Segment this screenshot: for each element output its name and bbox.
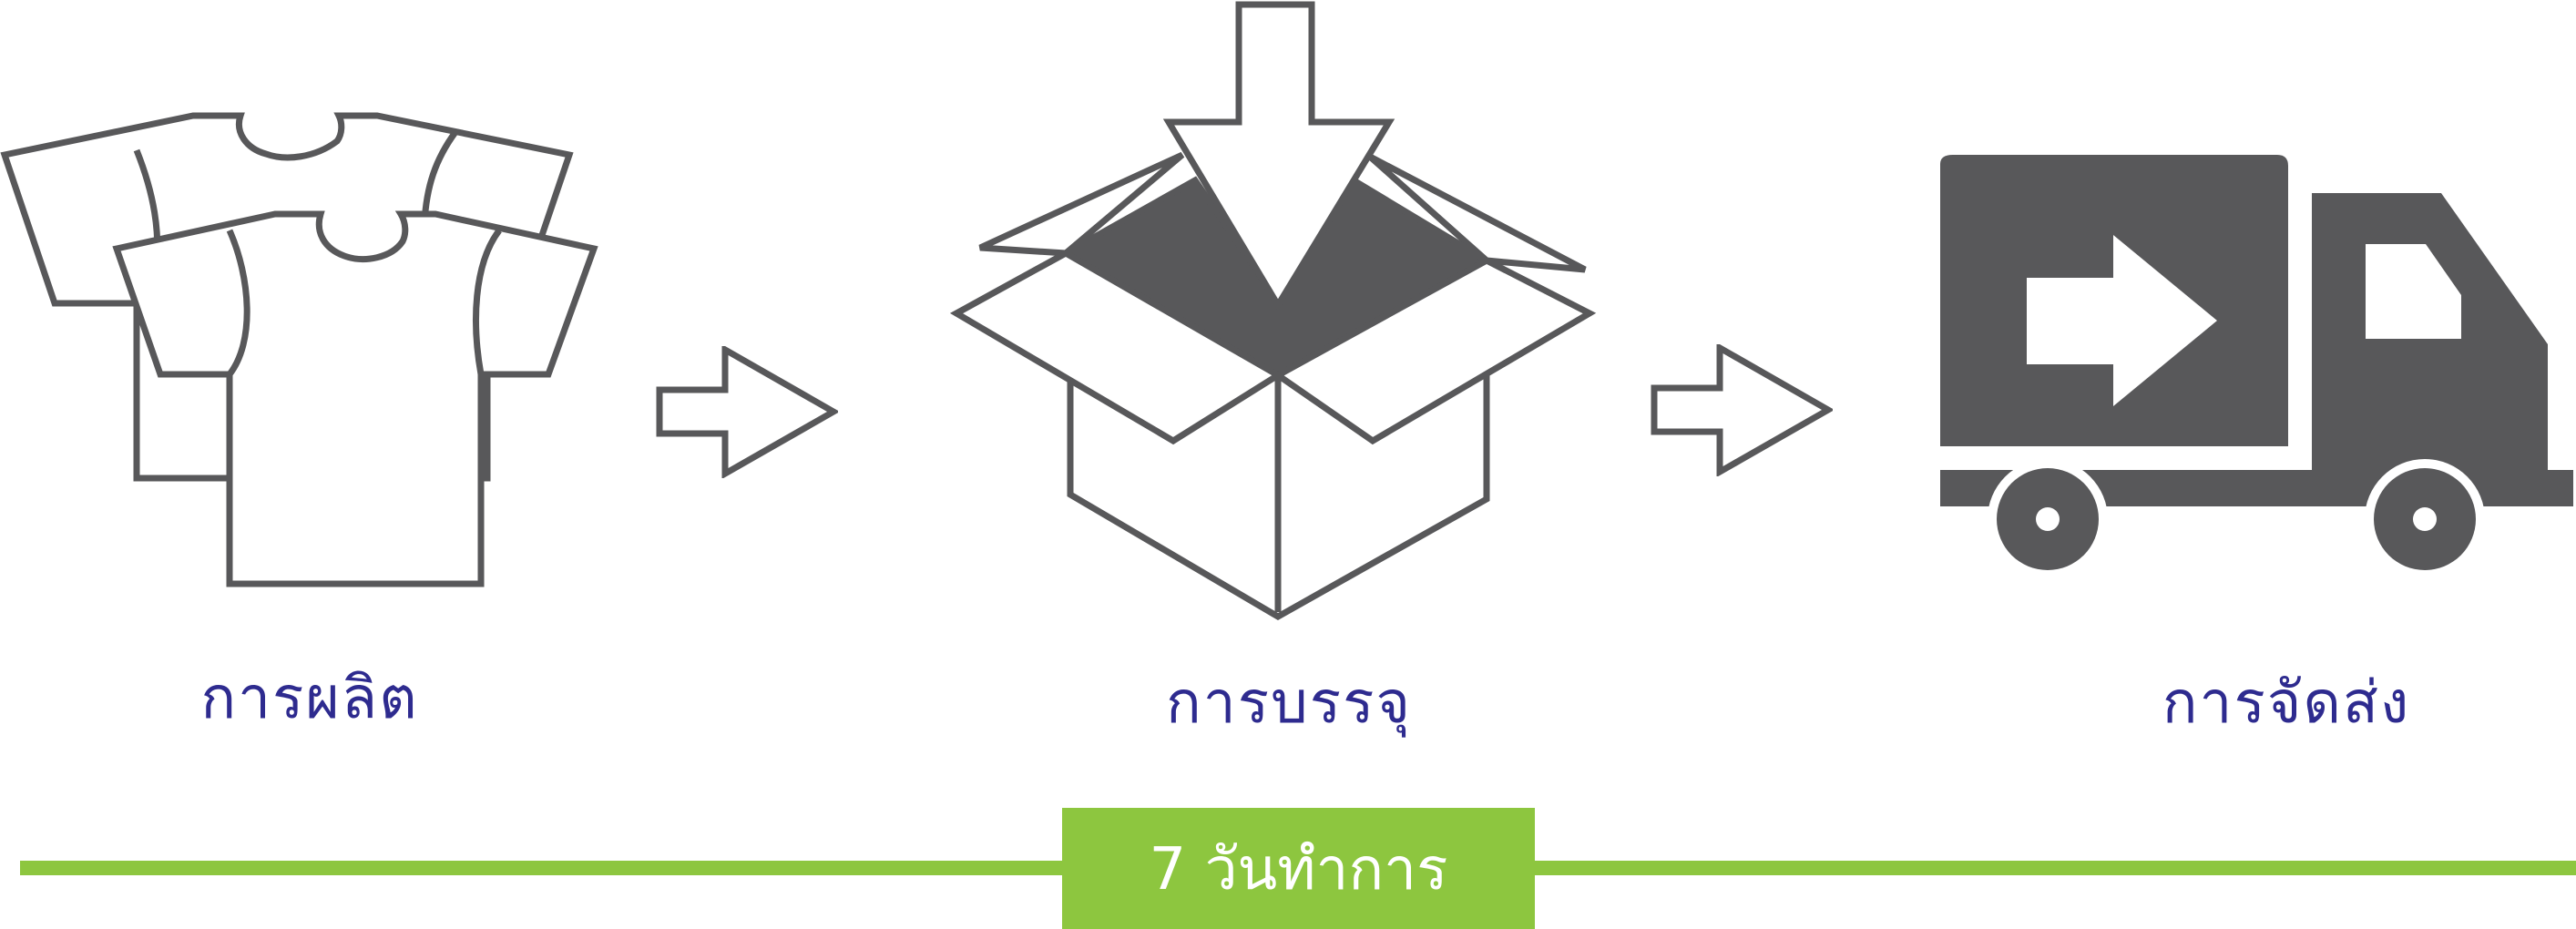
- step-label-production: การผลิต: [200, 665, 419, 732]
- arrow-right-icon: [1651, 344, 1833, 476]
- step-label-packing: การบรรจุ: [1166, 669, 1412, 737]
- duration-badge: 7 วันทำการ: [1062, 808, 1535, 929]
- delivery-truck-icon: [1940, 155, 2573, 579]
- step-label-shipping: การจัดส่ง: [2162, 669, 2411, 737]
- open-box-icon: [949, 1, 1597, 621]
- timeline-line-right: [1530, 861, 2576, 875]
- arrow-right-icon: [656, 346, 838, 478]
- duration-label: 7 วันทำการ: [1149, 835, 1448, 903]
- t-shirts-icon: [0, 112, 598, 587]
- timeline-line-left: [20, 861, 1068, 875]
